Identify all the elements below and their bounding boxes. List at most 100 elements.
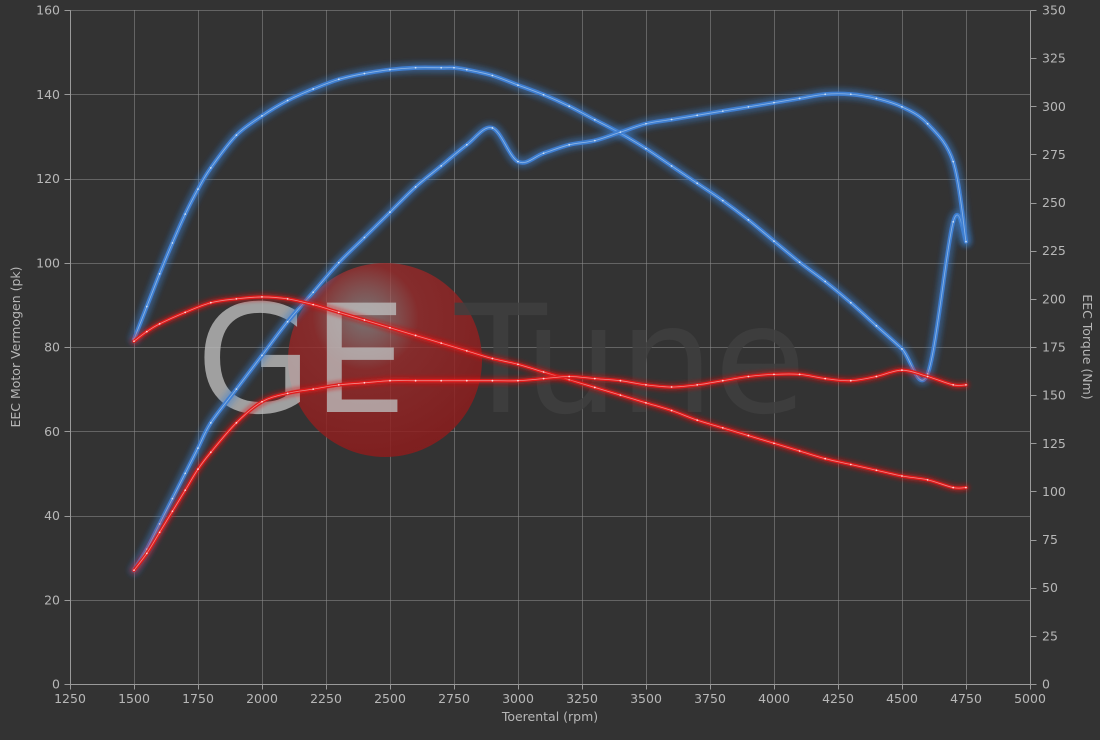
data-point <box>235 388 238 391</box>
data-point <box>184 213 187 216</box>
x-tick-label: 2250 <box>310 691 342 706</box>
data-point <box>670 386 673 388</box>
series-torque-2 <box>129 89 971 575</box>
data-point <box>824 93 827 96</box>
data-point <box>798 450 801 452</box>
y-tick-label-right: 50 <box>1042 580 1058 595</box>
x-tick-label: 3750 <box>694 691 726 706</box>
data-point <box>209 421 212 424</box>
data-point <box>171 497 174 500</box>
data-point <box>517 379 519 382</box>
x-tick-label: 4000 <box>758 691 790 706</box>
y-tick-label-left: 140 <box>36 87 60 102</box>
y-tick-label-right: 175 <box>1042 340 1066 355</box>
y-tick-label-right: 100 <box>1042 484 1066 499</box>
data-point <box>875 469 878 472</box>
data-point <box>542 152 545 155</box>
x-tick-label: 2000 <box>246 691 278 706</box>
data-point <box>952 486 955 489</box>
y-tick-label-left: 0 <box>52 677 60 692</box>
data-point <box>440 342 443 345</box>
y-axis-title-left: EEC Motor Vermogen (pk) <box>8 266 23 427</box>
x-tick-label: 4500 <box>886 691 918 706</box>
data-point <box>517 84 519 86</box>
data-point <box>568 143 571 146</box>
data-point <box>158 272 161 275</box>
data-point <box>645 122 647 125</box>
data-point <box>645 401 647 404</box>
data-point <box>389 379 391 382</box>
y-tick-label-left: 40 <box>44 508 60 523</box>
data-point <box>197 447 199 449</box>
data-point <box>747 434 750 437</box>
data-point <box>670 165 673 167</box>
data-point <box>926 375 929 378</box>
series-power-3 <box>130 293 970 492</box>
y-tick-label-right: 325 <box>1042 51 1066 66</box>
grid-layer <box>70 10 1031 685</box>
data-point <box>286 99 289 102</box>
data-point <box>197 468 199 471</box>
data-point <box>568 375 571 378</box>
data-point <box>465 68 468 71</box>
data-point <box>389 326 391 329</box>
data-point <box>849 463 852 466</box>
data-point <box>133 569 135 572</box>
data-point <box>696 384 699 386</box>
data-point <box>235 134 238 137</box>
data-point <box>491 357 494 360</box>
x-tick-label: 3250 <box>566 691 598 706</box>
data-point <box>133 340 135 343</box>
x-tick-label: 1500 <box>118 691 150 706</box>
data-point <box>747 219 750 221</box>
data-point <box>197 188 199 190</box>
y-tick-label-right: 250 <box>1042 195 1066 210</box>
data-point <box>171 510 174 513</box>
data-point <box>158 531 161 534</box>
series-layer <box>129 63 971 575</box>
y-tick-label-left: 20 <box>44 592 60 607</box>
data-point <box>670 118 673 121</box>
data-point <box>773 442 775 445</box>
data-point <box>721 199 724 202</box>
x-tick-label: 3000 <box>502 691 534 706</box>
data-point <box>645 147 647 150</box>
series-power-4 <box>130 366 970 574</box>
data-point <box>721 426 724 429</box>
data-point <box>261 296 263 298</box>
x-tick-label: 5000 <box>1014 691 1046 706</box>
data-point <box>286 392 289 395</box>
x-tick-label: 1250 <box>54 691 86 706</box>
data-point <box>593 377 596 380</box>
data-point <box>798 373 801 376</box>
data-point <box>824 457 827 460</box>
data-point <box>965 240 967 243</box>
data-point <box>453 66 455 69</box>
x-axis-title: Toerental (rpm) <box>501 709 598 724</box>
data-point <box>145 305 148 308</box>
data-point <box>747 375 750 378</box>
y-tick-label-left: 160 <box>36 3 60 18</box>
data-point <box>363 72 366 75</box>
data-point <box>209 301 212 304</box>
x-tick-label: 4750 <box>950 691 982 706</box>
data-point <box>798 97 801 100</box>
data-point <box>312 388 315 391</box>
data-point <box>619 394 622 397</box>
data-point <box>337 311 340 314</box>
data-point <box>312 291 315 294</box>
y-tick-label-right: 150 <box>1042 388 1066 403</box>
data-point <box>286 320 289 323</box>
data-point <box>414 186 417 188</box>
data-point <box>491 74 494 77</box>
x-tick-label: 4250 <box>822 691 854 706</box>
y-tick-label-right: 25 <box>1042 628 1058 643</box>
series-torque-1 <box>129 63 971 385</box>
data-point <box>926 122 929 125</box>
y-tick-label-left: 60 <box>44 424 60 439</box>
y-tick-label-right: 0 <box>1042 677 1050 692</box>
data-point <box>145 552 148 555</box>
data-point <box>670 409 673 412</box>
data-point <box>337 261 340 264</box>
